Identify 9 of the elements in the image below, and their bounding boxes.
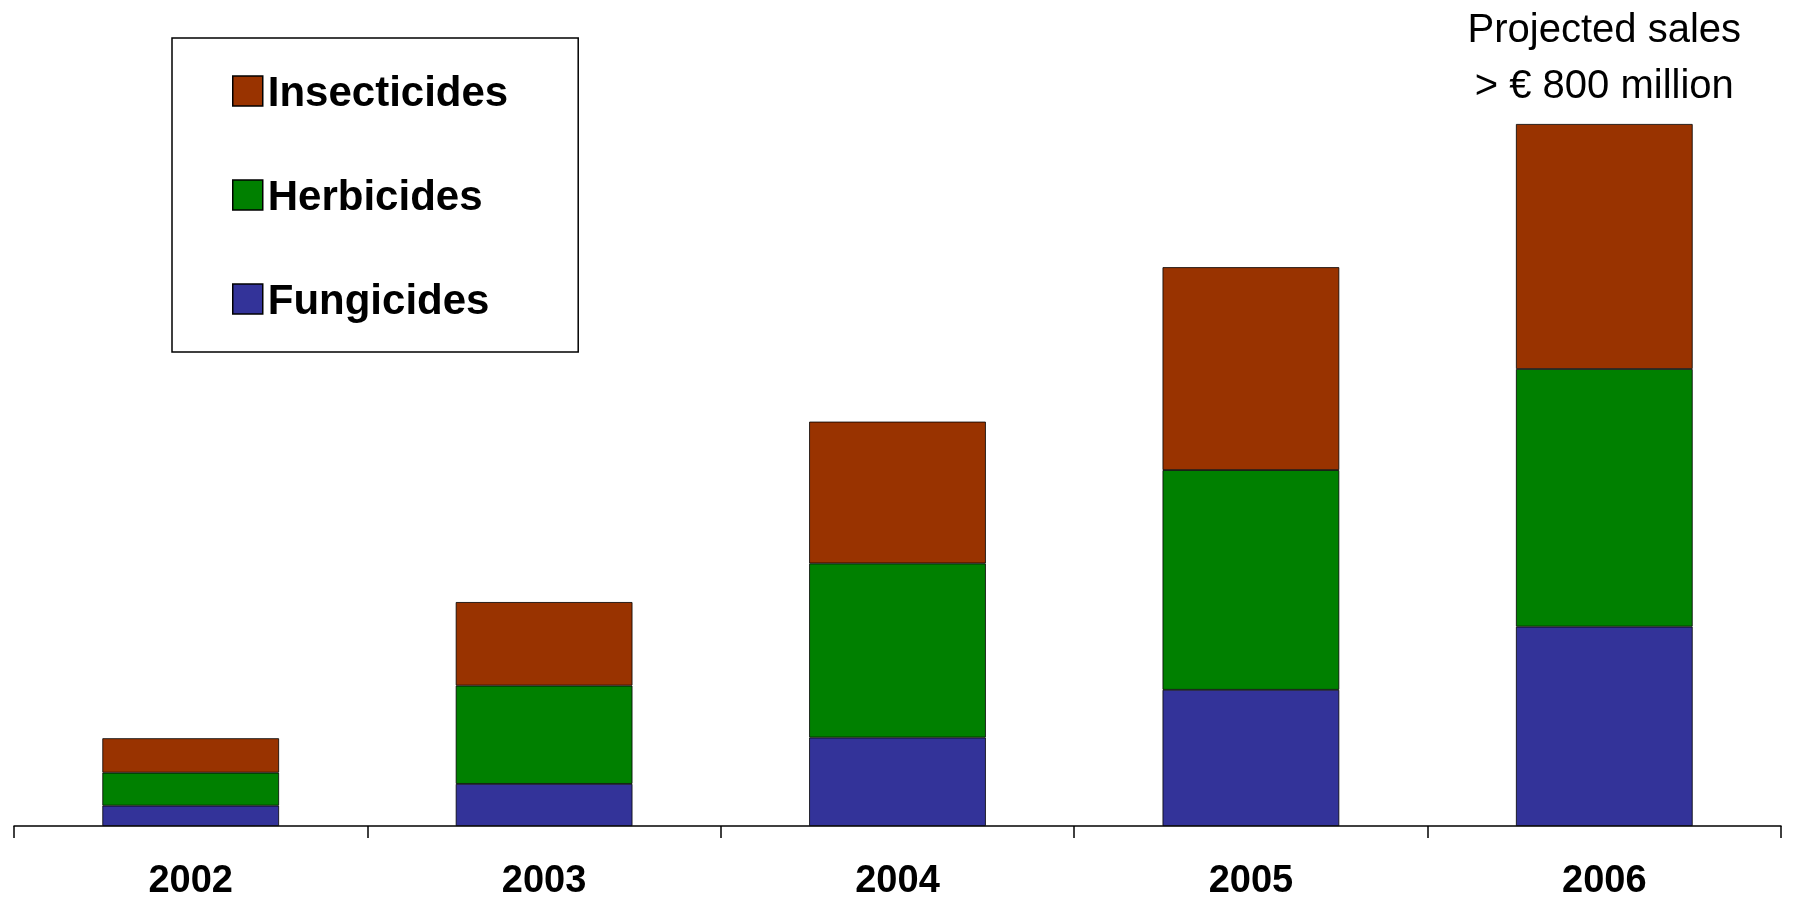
x-tick-label: 2002 xyxy=(148,858,233,900)
legend-label: Fungicides xyxy=(267,275,490,323)
x-tick-label: 2003 xyxy=(501,858,587,900)
x-tick-label: 2006 xyxy=(1562,858,1647,900)
legend-label: Herbicides xyxy=(267,171,483,219)
x-tick-label: 2005 xyxy=(1208,858,1294,900)
x-tick-label: 2004 xyxy=(855,858,940,900)
legend-label: Insecticides xyxy=(267,67,509,115)
annotation: Projected sales > € 800 million xyxy=(1467,6,1742,106)
